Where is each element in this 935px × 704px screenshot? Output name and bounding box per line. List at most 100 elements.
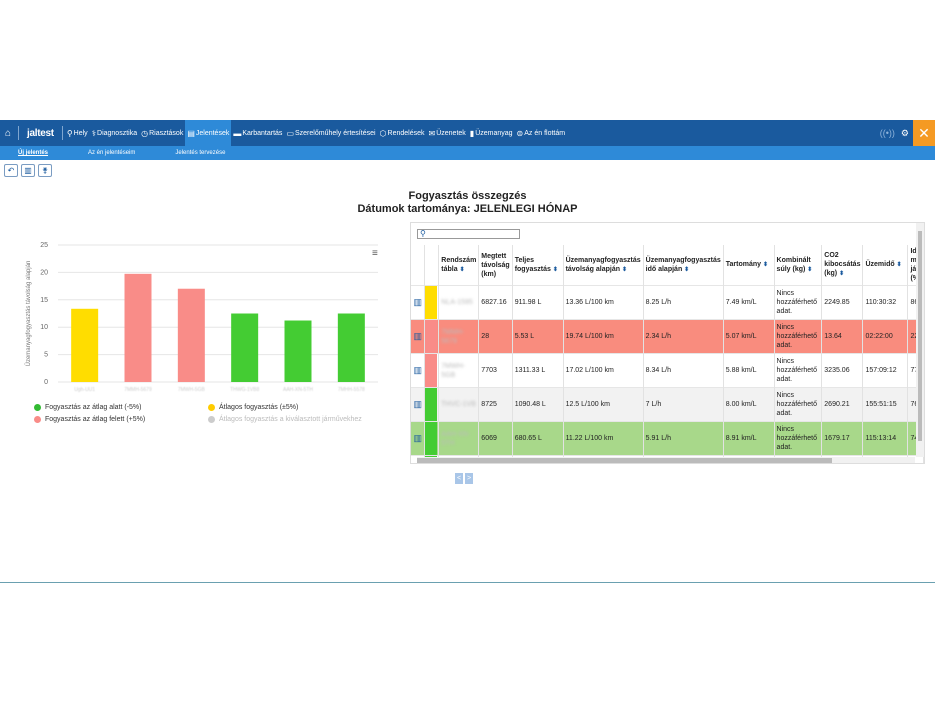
chart-icon[interactable]: ▥ bbox=[411, 285, 426, 320]
table-cell-range: 8.00 km/L bbox=[723, 387, 775, 422]
table-cell-dist: 8725 bbox=[478, 387, 513, 422]
table-row[interactable]: ▥ 7MMH-5679 28 5.53 L 19.74 L/100 km 2.34 L/h… bbox=[411, 319, 924, 354]
col-header[interactable]: Megtett távolság (km) bbox=[478, 245, 513, 286]
table-cell-co2: 13.64 bbox=[821, 319, 864, 354]
report-title: Fogyasztás összegzés bbox=[408, 190, 527, 202]
nav-item-uzenetek[interactable]: ✉ Üzenetek bbox=[427, 120, 468, 146]
col-header-label: Üzemidő bbox=[865, 261, 895, 268]
table-row[interactable]: ▥ NLA-1595 6827.16 911.98 L 13.36 L/100 km 8.… bbox=[411, 285, 924, 320]
scrollbar-thumb[interactable] bbox=[417, 458, 832, 463]
broadcast-icon[interactable]: ((•)) bbox=[879, 128, 895, 138]
col-header[interactable]: Kombinált súly (kg) ⬍ bbox=[774, 245, 823, 286]
table-row[interactable]: ▥ 7MWH-5GB 7703 1311.33 L 17.02 L/100 km 8.34… bbox=[411, 353, 924, 388]
x-tick-label: Ugh-UU1 bbox=[74, 387, 95, 393]
close-button[interactable]: ✕ bbox=[913, 120, 935, 146]
nav-item-riasztasok[interactable]: ◷ Riasztások bbox=[139, 120, 185, 146]
nav-item-diagnosztika[interactable]: ⚕ Diagnosztika bbox=[90, 120, 139, 146]
y-tick-label: 5 bbox=[44, 352, 48, 359]
table-cell-dist: 7703 bbox=[478, 353, 513, 388]
x-tick-label: 7MWH-5GB bbox=[178, 387, 206, 393]
search-input[interactable]: ⚲ bbox=[417, 229, 520, 239]
legend-label: Átlagos fogyasztás a kiválasztott járműv… bbox=[219, 416, 362, 423]
clock-icon: ◷ bbox=[141, 128, 149, 138]
horizontal-scrollbar[interactable] bbox=[417, 457, 915, 463]
back-icon[interactable]: ↶ bbox=[4, 164, 18, 177]
col-header[interactable]: Üzemidő ⬍ bbox=[862, 245, 909, 286]
status-swatch bbox=[424, 319, 440, 354]
table-row[interactable]: ▥ AAH-XN-5TH 6069 680.65 L 11.22 L/100 km 5.9… bbox=[411, 421, 924, 456]
table-row[interactable]: ▥ THVC-1VB 8725 1090.48 L 12.5 L/100 km 7 L/h… bbox=[411, 387, 924, 422]
nav-item-szerelomuhely[interactable]: ▭ Szerelőműhely értesítései bbox=[284, 120, 377, 146]
col-header[interactable]: Rendszám tábla ⬍ bbox=[438, 245, 480, 286]
table-cell-total: 1311.33 L bbox=[512, 353, 564, 388]
y-tick-label: 10 bbox=[40, 324, 48, 331]
scrollbar-thumb[interactable] bbox=[918, 231, 922, 441]
home-icon[interactable]: ⌂ bbox=[4, 127, 12, 139]
nav-item-label: Hely bbox=[73, 129, 88, 137]
legend-item[interactable]: Fogyasztás az átlag felett (+5%) bbox=[34, 416, 145, 423]
chart-menu-icon[interactable]: ≡ bbox=[372, 248, 378, 259]
chart-icon[interactable]: ▥ bbox=[411, 319, 426, 354]
chart-svg: 0 5 10 15 20 25 Üzemanyagfogyasztás távolság a… bbox=[25, 242, 378, 393]
legend-label: Átlagos fogyasztás (±5%) bbox=[219, 404, 299, 411]
nav-item-label: Üzenetek bbox=[436, 129, 466, 137]
sort-icon: ⬍ bbox=[552, 266, 558, 273]
table-cell-fdist: 17.02 L/100 km bbox=[563, 353, 644, 388]
col-header-icon bbox=[411, 245, 426, 286]
chart-bar bbox=[337, 313, 365, 382]
swatch-fill bbox=[425, 388, 438, 421]
col-header-label: Megtett távolság (km) bbox=[481, 252, 510, 278]
col-header[interactable]: Üzemanyagfogyasztás idő alapján ⬍ bbox=[643, 245, 724, 286]
subnav-schedule-report[interactable]: Jelentés tervezése bbox=[175, 150, 226, 156]
gear-icon[interactable]: ⚙ bbox=[900, 127, 909, 138]
legend-item[interactable]: Átlagos fogyasztás (±5%) bbox=[208, 404, 298, 411]
chart-icon[interactable]: ▥ bbox=[411, 387, 426, 422]
table-header-row: Rendszám tábla ⬍ Megtett távolság (km) T… bbox=[411, 245, 924, 286]
chart-icon[interactable]: ▥ bbox=[411, 353, 426, 388]
table-cell-uptime: 115:13:14 bbox=[862, 421, 909, 456]
chart-icon[interactable]: ▥ bbox=[411, 421, 426, 456]
table-cell-co2: 1679.17 bbox=[821, 421, 864, 456]
legend-item[interactable]: Fogyasztás az átlag alatt (-5%) bbox=[34, 404, 142, 411]
nav-item-label: Szerelőműhely értesítései bbox=[295, 129, 376, 137]
col-header-label: Kombinált súly (kg) bbox=[776, 256, 811, 273]
sort-icon: ⬍ bbox=[807, 266, 813, 273]
x-tick-label: 7MMH-5679 bbox=[124, 387, 152, 393]
prev-page-button[interactable]: < bbox=[455, 473, 463, 484]
nav-item-label: Diagnosztika bbox=[97, 129, 138, 137]
share-icon[interactable]: ⚵ bbox=[38, 164, 52, 177]
nav-item-hely[interactable]: ⚲ Hely bbox=[65, 120, 90, 146]
table-cell-plate: THVC-1VB bbox=[438, 387, 480, 422]
app-logo: jaltest bbox=[27, 127, 54, 139]
col-header-label: Idő mo jár (% bbox=[910, 248, 921, 282]
chart-bar bbox=[177, 288, 205, 382]
table-cell-total: 5.53 L bbox=[512, 319, 564, 354]
sort-icon: ⬍ bbox=[762, 262, 769, 268]
nav-item-rendelesek[interactable]: ⬡ Rendelések bbox=[378, 120, 427, 146]
export-icon[interactable]: ▥ bbox=[21, 164, 35, 177]
divider bbox=[61, 126, 63, 140]
y-tick-label: 20 bbox=[40, 269, 48, 276]
table-cell-weight: Nincs hozzáférhető adat. bbox=[774, 387, 823, 422]
col-header[interactable]: CO2 kibocsátás (kg) ⬍ bbox=[821, 245, 864, 286]
nav-item-uzemanyag[interactable]: ▮ Üzemanyag bbox=[468, 120, 515, 146]
table-cell-co2: 3235.06 bbox=[821, 353, 864, 388]
nav-item-karbantartas[interactable]: ▬ Karbantartás bbox=[231, 120, 284, 146]
nav-item-flottam[interactable]: ⊜ Az én flottám bbox=[515, 120, 568, 146]
legend-dot bbox=[208, 416, 215, 423]
table-cell-plate: 7MMH-5679 bbox=[438, 319, 480, 354]
next-page-button[interactable]: > bbox=[465, 473, 473, 484]
col-header-label: Teljes fogyasztás bbox=[514, 256, 551, 273]
swatch-fill bbox=[425, 422, 438, 455]
subnav-my-reports[interactable]: Az én jelentéseim bbox=[88, 150, 136, 156]
table-cell-weight: Nincs hozzáférhető adat. bbox=[774, 319, 823, 354]
table-cell-range: 5.07 km/L bbox=[723, 319, 775, 354]
nav-item-jelentesek[interactable]: ▤ Jelentések bbox=[185, 120, 232, 146]
legend-item[interactable]: Átlagos fogyasztás a kiválasztott járműv… bbox=[208, 416, 362, 423]
subnav-new-report[interactable]: Új jelentés bbox=[18, 150, 49, 156]
col-header[interactable]: Üzemanyagfogyasztás távolság alapján ⬍ bbox=[563, 245, 644, 286]
table-cell-ftime: 7 L/h bbox=[643, 387, 724, 422]
col-header[interactable]: Teljes fogyasztás ⬍ bbox=[512, 245, 564, 286]
col-header[interactable]: Tartomány ⬍ bbox=[723, 245, 775, 286]
vertical-scrollbar[interactable] bbox=[916, 223, 924, 457]
